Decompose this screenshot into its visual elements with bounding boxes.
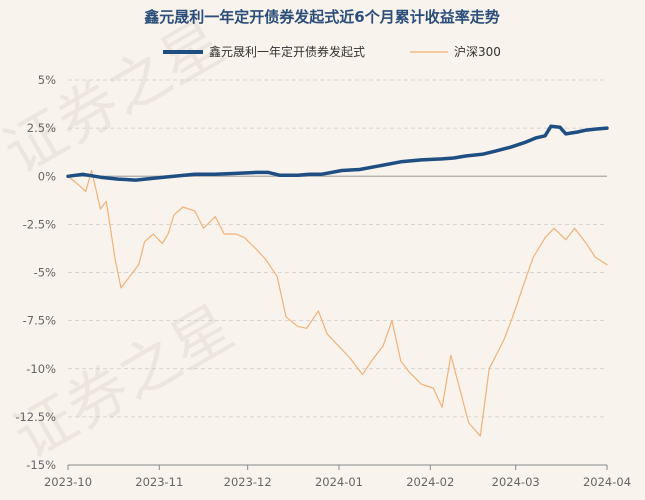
chart-title: 鑫元晟利一年定开债券发起式近6个月累计收益率走势 [143,8,499,26]
y-axis: 5% 2.5% 0% -2.5% -5% -7.5% -10% -12.5% -15% [15,73,56,472]
x-tick-label: 2023-12 [224,475,272,489]
plot-area [66,124,609,437]
x-tick-label: 2024-03 [492,475,540,489]
watermark-text: 证券之星 [0,7,235,188]
y-tick-label: -7.5% [23,314,56,328]
y-tick-label: -5% [34,266,56,280]
y-tick-label: -2.5% [23,217,56,231]
y-tick-label: 2.5% [27,121,56,135]
legend: 鑫元晟利一年定开债券发起式 沪深300 [163,44,501,59]
legend-label-fund: 鑫元晟利一年定开债券发起式 [209,44,365,59]
x-tick-label: 2024-01 [315,475,363,489]
series-line-fund [66,124,609,182]
y-tick-label: 5% [38,73,56,87]
y-tick-label: -12.5% [15,410,56,424]
x-tick-label: 2024-04 [583,475,631,489]
x-axis: 2023-10 2023-11 2023-12 2024-01 2024-02 2024-… [44,464,631,489]
x-tick-label: 2023-10 [44,475,92,489]
x-tick-label: 2024-02 [406,475,454,489]
y-tick-label: -10% [26,362,56,376]
y-tick-label: 0% [38,169,56,183]
legend-label-index: 沪深300 [454,45,501,59]
series-line-index [67,169,608,437]
x-tick-label: 2023-11 [135,475,183,489]
y-tick-label: -15% [26,458,56,472]
